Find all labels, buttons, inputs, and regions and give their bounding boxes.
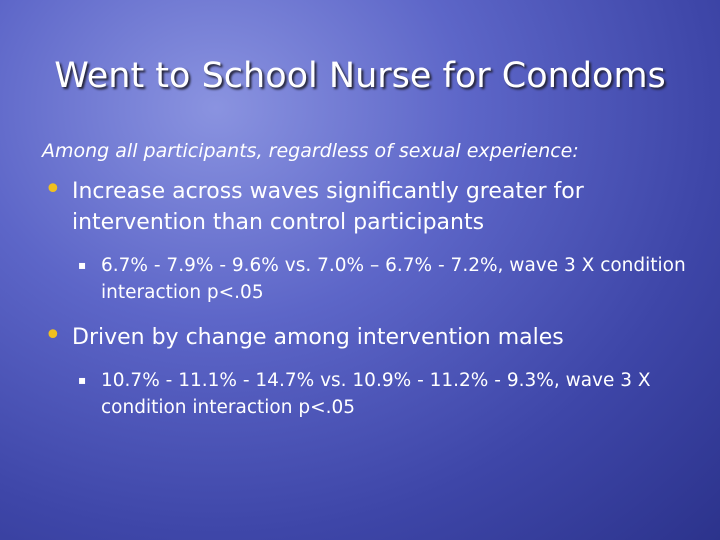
bullet-list: Increase across waves significantly grea…: [44, 174, 694, 437]
bullet: Increase across waves significantly grea…: [44, 174, 694, 238]
intro: Among all participants, regardless of se…: [42, 140, 579, 162]
sub-bullet: 10.7% - 11.1% - 14.7% vs. 10.9% - 11.2% …: [44, 367, 694, 421]
sub-bullet: 6.7% - 7.9% - 9.6% vs. 7.0% – 6.7% - 7.2…: [44, 252, 694, 306]
bullet: Driven by change among intervention male…: [44, 320, 694, 353]
title: Went to School Nurse for Condoms: [54, 56, 666, 96]
